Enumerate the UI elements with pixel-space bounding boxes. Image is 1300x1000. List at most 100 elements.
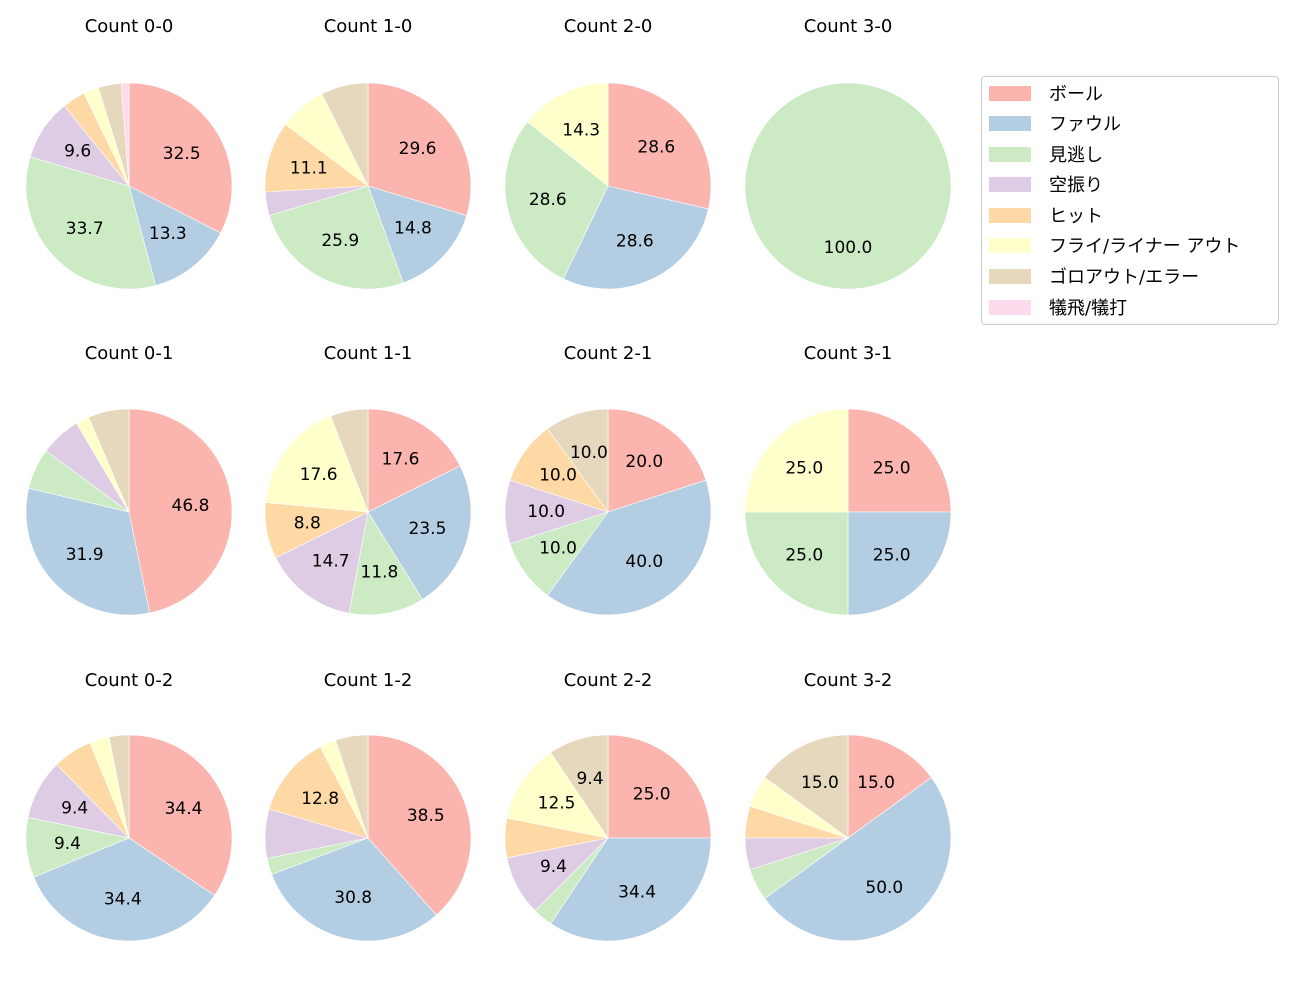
slice-label: 9.4 [576,769,603,789]
pie-slice [265,415,369,513]
slice-label: 25.0 [873,458,911,478]
slice-label: 14.7 [312,551,350,571]
slice-label: 25.0 [785,458,823,478]
slice-label: 10.0 [539,538,577,558]
slice-label: 38.5 [407,806,445,826]
pie-slice [120,82,130,187]
slice-label: 30.8 [334,888,372,908]
pie-title: Count 3-1 [803,343,893,364]
slice-label: 9.4 [540,857,567,877]
legend-label: ヒット [1049,206,1103,227]
legend-swatch-sacrifice [989,299,1031,315]
legend-item-fly-out: フライ/ライナー アウト [989,234,1241,257]
slice-label: 25.0 [785,546,823,566]
slice-label: 40.0 [625,552,663,572]
pie-slice [764,777,952,942]
legend-swatch-ground-out [989,268,1031,284]
slice-label: 15.0 [801,773,839,793]
pie-slice [367,82,472,216]
pie-slice [335,734,369,839]
pie-slice [128,82,233,234]
pie-chart: 15.0 50.0 15.0 [744,734,952,942]
pie-title: Count 0-1 [84,343,174,364]
slice-label: 25.0 [633,784,671,804]
pie-title: Count 1-1 [323,343,413,364]
legend-item-hit: ヒット [989,204,1103,227]
legend-swatch-foul [989,115,1031,131]
pie-chart: 25.0 25.0 25.0 25.0 [744,408,952,616]
slice-label: 28.6 [637,137,675,157]
slice-label: 31.9 [66,545,104,565]
pie-slice [33,837,215,942]
legend-swatch-hit [989,207,1031,223]
pie-slice [128,185,222,286]
pie-slice [367,465,472,600]
pie-chart: 20.0 40.0 10.0 10.0 10.0 10.0 [504,408,712,616]
pie-slice [506,752,609,839]
slice-label: 33.7 [66,219,104,239]
slice-label: 29.6 [399,139,437,159]
pie-slice [764,734,849,839]
slice-label: 10.0 [539,466,577,486]
pie-title: Count 1-0 [323,16,413,37]
legend-item-ground-out: ゴロアウト/エラー [989,265,1200,288]
slice-label: 8.8 [294,513,321,533]
pie-slice [550,734,609,839]
pie-slice [744,511,849,616]
pie-chart: 32.5 13.3 33.7 9.6 [25,82,233,290]
legend-label: ファウル [1049,114,1121,135]
pie-slice [348,511,423,616]
slice-label: 11.8 [360,563,398,583]
pie-slice [607,734,712,839]
pie-chart: 28.6 28.6 28.6 14.3 [504,82,712,290]
pie-slice [330,408,369,513]
legend: ボール ファウル 見逃し 空振り ヒット フライ/ライナー アウト ゴロアウト/… [981,76,1279,325]
slice-label: 12.5 [538,794,576,814]
pie-chart: 25.034.49.412.59.4 [504,734,712,942]
pie-slice [367,408,461,513]
pie-slice [108,734,130,839]
pie-chart: 100.0 [744,82,952,290]
slice-label: 34.4 [165,799,203,819]
slice-label: 32.5 [163,144,201,164]
legend-label: ゴロアウト/エラー [1049,267,1200,288]
legend-label: フライ/ライナー アウト [1049,236,1241,257]
pie-slice [527,82,609,187]
legend-swatch-swinging-strike [989,176,1031,192]
pie-slice [88,408,130,513]
legend-swatch-ball [989,85,1031,101]
slice-label: 9.4 [54,834,81,854]
pie-slice [607,408,707,513]
pie-slice [367,734,472,916]
pie-title: Count 1-2 [323,670,413,691]
slice-label: 13.3 [149,224,187,244]
pie-slice [367,185,468,284]
pie-slice [128,408,233,614]
legend-swatch-called-strike [989,146,1031,162]
legend-item-sacrifice: 犠飛/犠打 [989,296,1128,319]
pie-slice [321,82,369,187]
slice-label: 11.1 [290,158,328,178]
pie-slice [504,121,609,280]
legend-label: 犠飛/犠打 [1049,298,1128,319]
slice-label: 14.8 [394,218,432,238]
pie-slice [128,734,233,896]
pie-chart: 34.4 34.4 9.4 9.4 [25,734,233,942]
slice-label: 10.0 [570,443,608,463]
slice-label: 12.8 [301,789,339,809]
slice-label: 17.6 [382,449,420,469]
slice-label: 25.9 [321,231,359,251]
pie-slice [547,479,712,616]
slice-label: 9.4 [61,799,88,819]
slice-label: 100.0 [824,238,873,258]
pie-slice [25,487,150,616]
pie-title: Count 3-2 [803,670,893,691]
pie-title: Count 3-0 [803,16,893,37]
slice-label: 9.6 [64,142,91,162]
legend-label: 見逃し [1049,145,1103,166]
pie-title: Count 0-2 [84,670,174,691]
slice-label: 50.0 [865,878,903,898]
pie-slice [271,837,437,942]
legend-item-swinging-strike: 空振り [989,173,1103,196]
slice-label: 46.8 [172,496,210,516]
